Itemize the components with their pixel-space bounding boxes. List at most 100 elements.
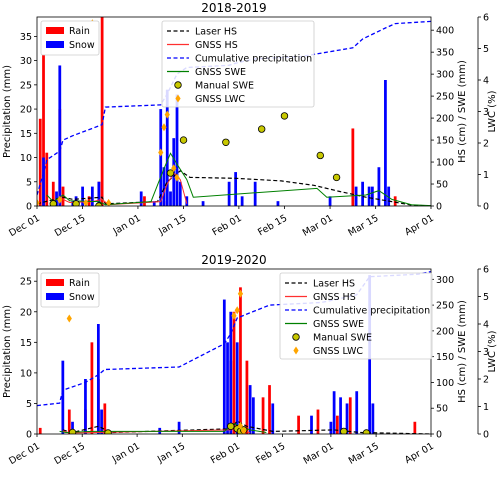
manual-swe-point [104,429,112,434]
cumulative-precipitation-legend-label: Cumulative precipitation [195,54,312,65]
y3-tick-label: 5 [483,44,489,55]
snow-bar [354,186,358,206]
y3-axis-label: LWC (%) [487,90,498,132]
x-tick-label: Mar 15 [346,213,380,239]
snow-bar [159,109,163,206]
y3-tick-label: 5 [483,292,489,303]
y3-tick-label: 1 [483,170,489,181]
manual-swe-point [340,427,348,434]
rain-legend-swatch [46,27,64,34]
y3-tick-label: 2 [483,375,489,386]
gnss-lwc-point [171,164,177,173]
y3-tick-label: 6 [483,13,489,24]
gnss-hs-legend-label: GNSS HS [313,292,356,303]
chart-title: 2018-2019 [201,1,266,15]
snow-bar [84,379,87,434]
snow-bar [328,196,332,206]
y3-tick-label: 6 [483,265,489,276]
y2-axis-label: HS (cm) / SWE (mm) [457,300,468,403]
gnss-lwc-point [161,123,167,132]
y-tick-label: 20 [20,105,32,116]
y-tick-label: 25 [20,80,32,91]
y2-tick-label: 200 [436,326,454,337]
gnss-lwc-legend-label: GNSS LWC [195,94,245,105]
gnss-lwc-point [164,110,170,119]
laser-hs-legend-label: Laser HS [195,27,237,38]
x-tick-label: Mar 15 [347,441,381,467]
snow-bar [227,181,231,206]
y2-tick-label: 250 [436,301,454,312]
laser-hs-legend-label: Laser HS [313,279,355,290]
gnss-lwc-legend-label: GNSS LWC [313,346,363,357]
rain-legend-label: Rain [69,278,90,289]
rain-bar [143,196,146,206]
gnss-swe-legend-label: GNSS SWE [195,67,246,78]
snow-bar [371,403,375,434]
x-tick-label: Jan 15 [156,213,188,238]
x-tick-label: Jan 01 [110,441,142,466]
rain-legend-swatch [46,279,64,286]
y-tick-label: 20 [20,307,32,318]
manual-swe-legend-label: Manual SWE [195,81,254,92]
snow-legend-swatch [46,293,64,300]
snow-bar [384,80,387,206]
gnss-lwc-point [234,306,240,315]
gnss-lwc-point [66,314,72,323]
rain-bar [67,409,71,434]
y3-tick-label: 0 [483,430,489,441]
snow-bar [339,397,342,434]
manual-swe-point [166,169,175,177]
x-tick-label: Dec 15 [53,441,88,467]
manual-swe-point [68,428,77,434]
y-axis-label: Precipitation (mm) [2,65,13,158]
manual-swe-legend-swatch [292,333,300,341]
snow-bar [81,186,84,206]
snow-bar [345,403,349,434]
y-tick-label: 0 [26,430,32,441]
snow-bar [162,167,166,206]
manual-swe-point [362,429,371,434]
plot-area [37,17,431,206]
y3-axis-label: LWC (%) [487,330,498,372]
snow-bar [222,299,226,434]
rain-bar [393,196,397,206]
rain-bar [38,118,42,206]
rain-bar [61,186,65,206]
y3-tick-label: 4 [483,320,489,331]
y-tick-label: 15 [20,129,32,140]
chart-title: 2019-2020 [201,253,266,267]
gnss-lwc-point [57,195,63,204]
gnss-lwc-point [174,173,180,182]
x-tick-label: Dec 01 [7,441,42,467]
snow-bar [185,196,189,206]
gnss-swe-line [46,152,431,206]
snow-legend-swatch [46,41,64,48]
snow-bar [97,181,101,206]
x-tick-label: Dec 01 [7,213,42,239]
gnss-lwc-point [237,289,244,298]
gnss-lwc-point [241,427,247,434]
snow-bar [169,191,172,206]
snow-bar [367,186,371,206]
snow-bar [361,181,365,206]
snow-bar [355,391,359,434]
rain-bar [351,128,355,206]
x-tick-label: Jan 15 [155,441,187,466]
snow-bar [226,342,229,434]
rain-bar [348,397,352,434]
y2-tick-label: 0 [436,430,442,441]
x-tick-label: Jan 01 [111,213,143,238]
manual-swe-point [332,173,341,182]
x-tick-label: Dec 15 [53,213,88,239]
x-tick-label: Feb 01 [211,213,244,238]
gnss-lwc-point [37,198,40,206]
y-tick-label: 15 [20,338,32,349]
plot-frame [36,16,432,207]
y2-tick-label: 50 [436,404,448,415]
manual-swe-point [222,138,230,146]
gnss-lwc-legend-swatch [293,346,299,355]
rain-bar [239,287,242,434]
y-tick-label: 10 [20,368,32,379]
cumulative-precipitation-legend-label: Cumulative precipitation [313,306,430,317]
